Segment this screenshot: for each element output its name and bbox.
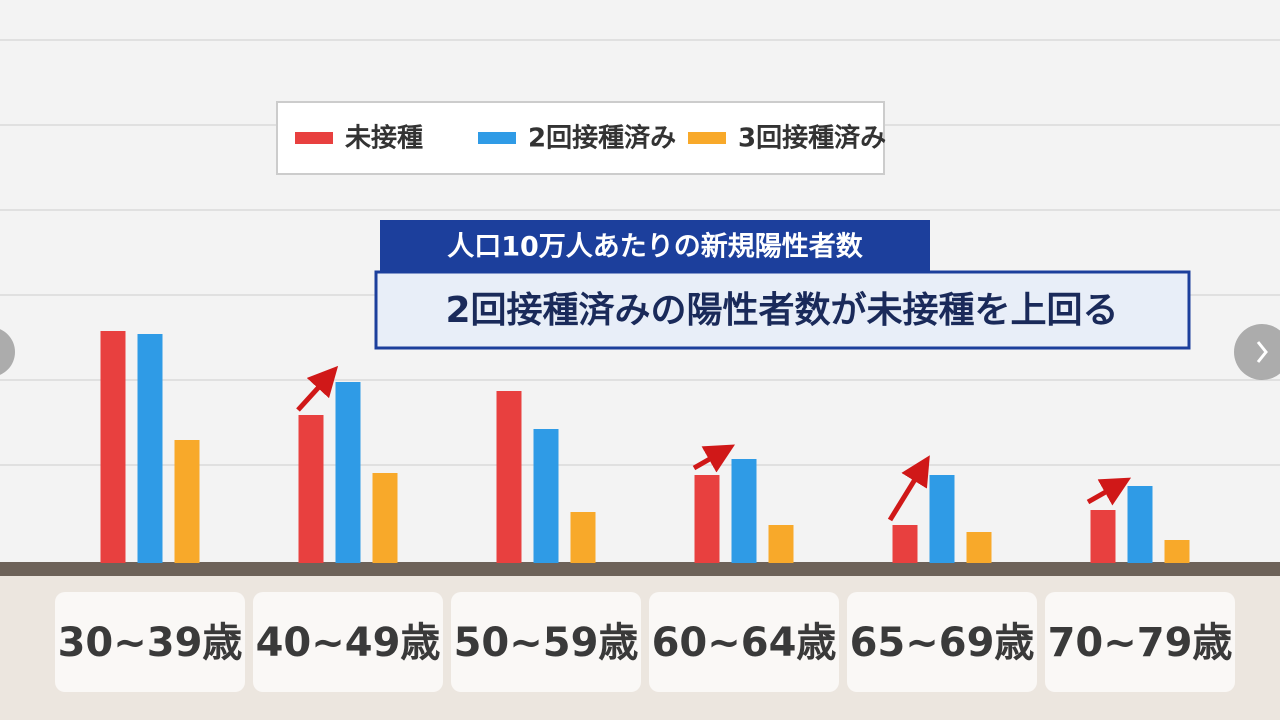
baseline — [0, 562, 1280, 576]
legend-swatch — [478, 132, 516, 144]
category-box — [649, 592, 839, 692]
bar — [694, 475, 720, 563]
legend — [276, 101, 885, 175]
chart-subtitle: 2回接種済みの陽性者数が未接種を上回る — [445, 290, 1118, 331]
prev-button[interactable] — [0, 327, 15, 377]
bar — [298, 415, 324, 563]
chart-title: 人口10万人あたりの新規陽性者数 — [447, 231, 864, 263]
bar — [335, 382, 361, 563]
bar — [496, 391, 522, 563]
title-box — [380, 220, 930, 274]
trend-arrows — [296, 365, 1132, 522]
legend-label: 3回接種済み — [738, 123, 886, 154]
x-tick-label: 40~49歳 — [256, 620, 441, 666]
legend-swatch — [295, 132, 333, 144]
bar — [768, 525, 794, 563]
x-tick-label: 60~64歳 — [652, 620, 837, 666]
bar — [100, 331, 126, 563]
bar — [533, 429, 559, 563]
bar — [731, 459, 757, 563]
category-box — [253, 592, 443, 692]
next-icon — [1256, 341, 1268, 363]
bar — [174, 440, 200, 563]
bar — [929, 475, 955, 563]
x-tick-label: 70~79歳 — [1048, 620, 1233, 666]
x-tick-label: 30~39歳 — [58, 620, 243, 666]
x-tick-label: 65~69歳 — [850, 620, 1035, 666]
category-box — [847, 592, 1037, 692]
legend-label: 未接種 — [345, 124, 423, 154]
x-tick-label: 50~59歳 — [454, 620, 639, 666]
bar — [372, 473, 398, 563]
bar — [892, 525, 918, 563]
category-box — [55, 592, 245, 692]
bar — [1090, 510, 1116, 563]
bar — [570, 512, 596, 563]
bar — [1164, 540, 1190, 563]
legend-label: 2回接種済み — [528, 123, 676, 154]
bar — [1127, 486, 1153, 563]
bar — [966, 532, 992, 563]
legend-swatch — [688, 132, 726, 144]
subtitle-box — [374, 270, 1191, 350]
category-box — [1045, 592, 1235, 692]
next-button[interactable] — [1234, 324, 1280, 380]
category-box — [451, 592, 641, 692]
bar — [137, 334, 163, 563]
